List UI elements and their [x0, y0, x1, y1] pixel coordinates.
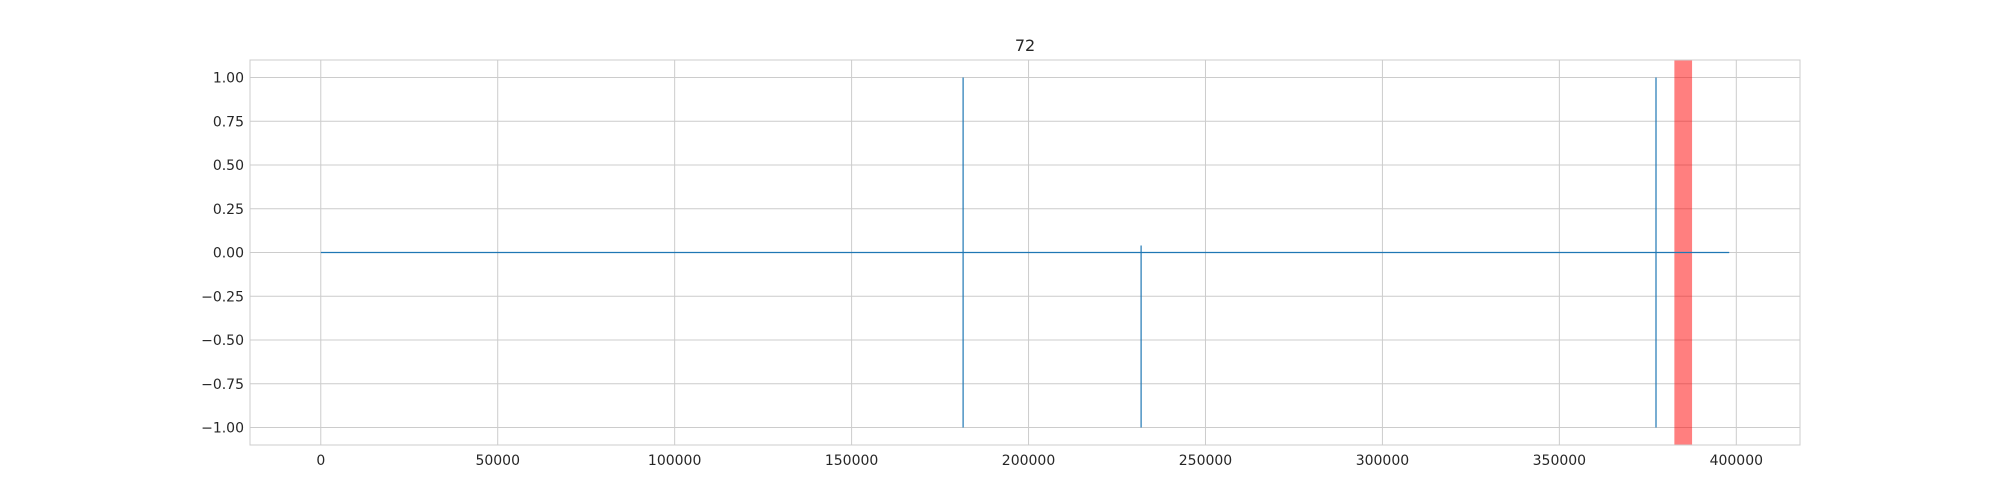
y-tick-label: −0.25 [201, 289, 244, 305]
x-axis-ticks: 0 50000 100000 150000 200000 250000 300000 3500… [316, 453, 1763, 469]
y-tick-label: 0.25 [213, 202, 244, 218]
plot-frame [249, 59, 1801, 446]
y-tick-label: −0.75 [201, 377, 244, 393]
x-tick-label: 350000 [1533, 453, 1586, 469]
x-tick-label: 100000 [648, 453, 701, 469]
series-line [320, 77, 1730, 428]
series-group [320, 77, 1730, 428]
y-tick-label: 1.00 [213, 71, 244, 87]
x-tick-label: 150000 [825, 453, 878, 469]
y-tick-label: −1.00 [201, 421, 244, 437]
x-tick-label: 400000 [1710, 453, 1763, 469]
y-tick-label: 0.50 [213, 158, 244, 174]
y-tick-label: 0.75 [213, 114, 244, 130]
x-tick-label: 200000 [1002, 453, 1055, 469]
y-axis-ticks: 1.00 0.75 0.50 0.25 0.00 −0.25 −0.50 −0.75 −1.00 [201, 71, 244, 437]
chart-title: 72 [1015, 36, 1035, 55]
x-tick-label: 50000 [475, 453, 520, 469]
x-tick-label: 0 [316, 453, 325, 469]
y-tick-label: 0.00 [213, 246, 244, 262]
x-tick-label: 300000 [1356, 453, 1409, 469]
x-tick-label: 250000 [1179, 453, 1232, 469]
y-tick-label: −0.50 [201, 333, 244, 349]
